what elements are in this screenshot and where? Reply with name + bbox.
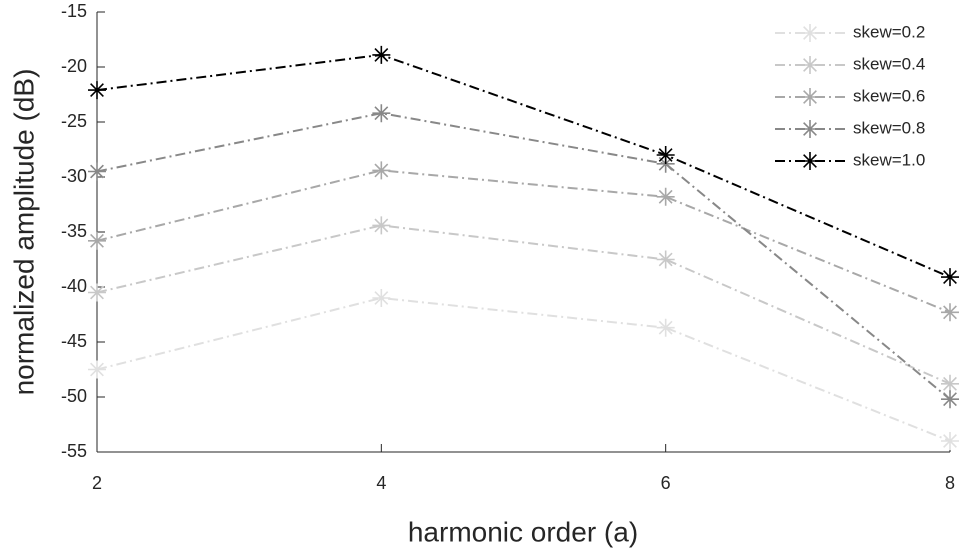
legend-text: skew=0.6	[853, 86, 925, 105]
series-line	[96, 53, 951, 279]
marker	[372, 216, 391, 235]
y-tick-label: -20	[61, 56, 87, 76]
marker	[941, 303, 959, 322]
marker	[941, 268, 959, 287]
marker	[941, 432, 959, 450]
legend-text: skew=1.0	[853, 150, 925, 169]
marker	[88, 81, 106, 100]
marker	[372, 45, 391, 64]
marker	[372, 104, 391, 123]
legend-text: skew=0.8	[853, 118, 925, 137]
marker	[88, 283, 106, 302]
y-tick-label: -45	[61, 331, 87, 351]
x-axis-label: harmonic order (a)	[408, 516, 638, 547]
x-tick-label: 8	[945, 473, 955, 493]
x-tick-label: 2	[92, 473, 102, 493]
series-line	[96, 296, 951, 442]
y-axis-label: normalized amplitude (dB)	[8, 69, 39, 396]
marker	[656, 318, 675, 337]
x-tick-label: 4	[376, 473, 386, 493]
legend-marker	[801, 120, 819, 138]
y-tick-label: -55	[61, 441, 87, 461]
marker	[656, 187, 675, 206]
legend-marker	[801, 152, 819, 170]
legend-marker	[801, 56, 819, 74]
series-line	[96, 224, 951, 385]
marker	[656, 250, 675, 269]
marker	[941, 374, 959, 393]
x-tick-label: 6	[661, 473, 671, 493]
marker	[372, 161, 391, 180]
marker	[88, 162, 106, 181]
y-tick-label: -40	[61, 276, 87, 296]
series-line	[96, 112, 951, 400]
legend-text: skew=0.4	[853, 54, 925, 73]
legend-text: skew=0.2	[853, 22, 925, 41]
marker	[656, 146, 675, 164]
marker	[88, 231, 106, 250]
series-line	[96, 169, 951, 314]
marker	[88, 360, 106, 379]
y-tick-label: -50	[61, 386, 87, 406]
legend-marker	[801, 24, 819, 42]
y-tick-label: -25	[61, 111, 87, 131]
y-tick-label: -30	[61, 166, 87, 186]
y-tick-label: -15	[61, 1, 87, 21]
marker	[941, 390, 959, 409]
marker	[372, 289, 391, 307]
y-tick-label: -35	[61, 221, 87, 241]
legend-marker	[801, 88, 819, 106]
